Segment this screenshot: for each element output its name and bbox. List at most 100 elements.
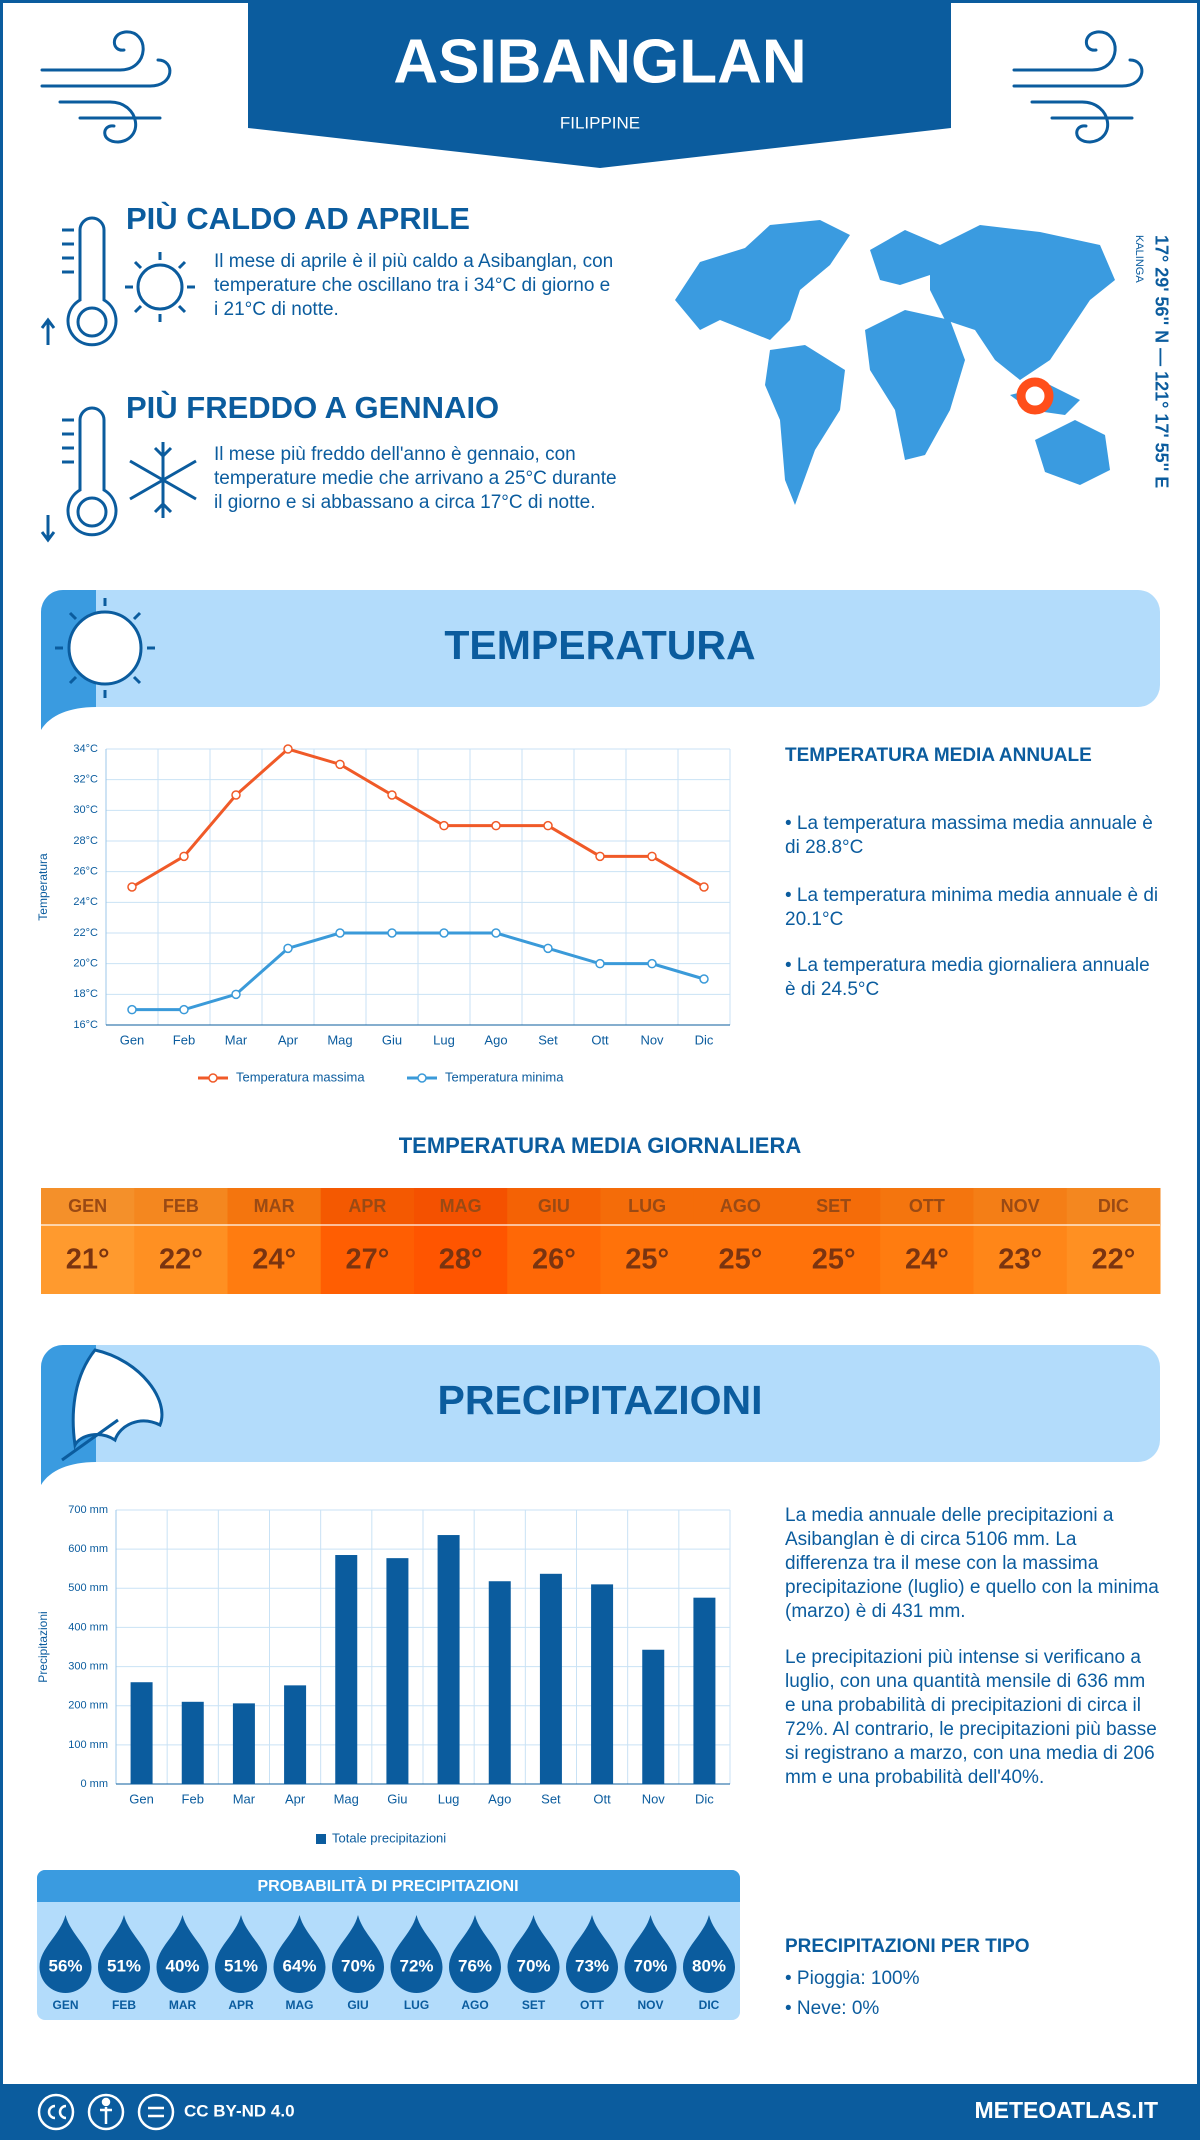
y-tick-label: 32°C: [73, 774, 98, 786]
drop-value: 51%: [224, 1956, 258, 1975]
table-month: NOV: [1001, 1196, 1040, 1216]
table-cell: [227, 1188, 322, 1294]
precipitation-banner: [41, 1345, 1160, 1462]
annual-title: TEMPERATURA MEDIA ANNUALE: [785, 745, 1092, 766]
x-tick-label: Ott: [593, 1791, 611, 1806]
point: [543, 943, 553, 954]
bar: [284, 1685, 307, 1784]
point: [387, 790, 397, 800]
annual-item: • La temperatura media giornaliera annua…: [785, 955, 1150, 1000]
table-cell: [880, 1188, 974, 1294]
table-value: 22°: [159, 1244, 203, 1276]
bar: [130, 1682, 153, 1784]
x-tick-label: Giu: [382, 1032, 402, 1047]
legend-label: Temperatura massima: [236, 1069, 365, 1084]
world-map: [675, 220, 1115, 505]
drop: [215, 1915, 267, 1993]
drop: [566, 1915, 618, 1993]
drop: [624, 1915, 677, 1993]
y-tick-label: 500 mm: [68, 1582, 108, 1594]
x-tick-label: Mag: [334, 1791, 359, 1806]
temperature-banner: [41, 590, 1160, 707]
table-month: GEN: [68, 1196, 107, 1216]
line-series: [132, 931, 705, 1012]
y-tick-label: 600 mm: [68, 1543, 108, 1555]
types-title: PRECIPITAZIONI PER TIPO: [785, 1936, 1030, 1957]
point: [491, 820, 501, 831]
x-tick-label: Apr: [278, 1032, 299, 1047]
table-header-shade: [507, 1188, 601, 1225]
x-tick-label: Mag: [327, 1032, 352, 1047]
section-title: TEMPERATURA: [444, 622, 755, 668]
y-tick-label: 24°C: [73, 896, 98, 908]
y-tick-label: 100 mm: [68, 1739, 108, 1751]
city-title: ASIBANGLAN: [393, 27, 806, 96]
legend-swatch: [316, 1834, 326, 1844]
drop: [98, 1915, 150, 1993]
thermometer-hot-icon: [40, 216, 195, 347]
drop-value: 72%: [399, 1956, 433, 1975]
type-item: • Pioggia: 100%: [785, 1968, 920, 1989]
y-tick-label: 300 mm: [68, 1660, 108, 1672]
table-header-shade: [693, 1188, 788, 1225]
x-tick-label: Dic: [695, 1032, 714, 1047]
x-tick-label: Set: [538, 1032, 558, 1047]
country: FILIPPINE: [560, 113, 640, 132]
y-tick-label: 30°C: [73, 804, 98, 816]
drop: [390, 1915, 443, 1993]
table-cell: [1066, 1188, 1161, 1294]
y-axis-label: Temperatura: [36, 853, 50, 921]
x-tick-label: Giu: [387, 1791, 407, 1806]
table-month: DIC: [1098, 1196, 1129, 1216]
table-cell: [414, 1188, 508, 1294]
y-axis-label: Precipitazioni: [36, 1611, 50, 1682]
table-value: 28°: [439, 1244, 483, 1276]
point: [231, 790, 241, 800]
y-tick-label: 20°C: [73, 958, 98, 970]
table-value: 26°: [532, 1244, 576, 1276]
table-cell: [507, 1188, 601, 1294]
drop-value: 64%: [282, 1956, 316, 1975]
x-tick-label: Lug: [438, 1791, 460, 1806]
drop-month: SET: [522, 1998, 546, 2012]
point: [387, 928, 397, 938]
drop-month: OTT: [580, 1998, 605, 2012]
bar: [335, 1555, 358, 1784]
point: [439, 820, 449, 831]
y-tick-label: 28°C: [73, 835, 98, 847]
bar: [232, 1703, 255, 1784]
table-header-shade: [134, 1188, 228, 1225]
drop-month: MAR: [169, 1998, 197, 2012]
table-cell: [787, 1188, 881, 1294]
point: [699, 974, 709, 984]
y-tick-label: 400 mm: [68, 1621, 108, 1633]
drop: [39, 1915, 92, 1993]
section-title: PRECIPITAZIONI: [438, 1377, 763, 1423]
x-tick-label: Gen: [129, 1791, 154, 1806]
x-tick-label: Ott: [591, 1032, 609, 1047]
table-value: 24°: [252, 1244, 296, 1276]
x-tick-label: Feb: [173, 1032, 195, 1047]
table-header-shade: [1066, 1188, 1161, 1225]
daily-title: TEMPERATURA MEDIA GIORNALIERA: [399, 1133, 802, 1158]
line-series: [131, 747, 705, 889]
point: [335, 928, 345, 938]
table-cell: [693, 1188, 788, 1294]
drop-value: 80%: [692, 1956, 726, 1975]
x-tick-label: Ago: [484, 1032, 507, 1047]
hot-title: PIÙ CALDO AD APRILE: [126, 201, 470, 236]
drop: [332, 1915, 384, 1993]
y-tick-label: 200 mm: [68, 1700, 108, 1712]
x-tick-label: Nov: [640, 1032, 664, 1047]
bar: [181, 1701, 204, 1784]
point: [543, 820, 553, 831]
table-month: SET: [816, 1196, 851, 1216]
table-cell: [973, 1188, 1068, 1294]
table-value: 24°: [905, 1244, 949, 1276]
annual-item: • La temperatura massima media annuale è…: [785, 813, 1153, 858]
point: [595, 851, 605, 862]
drop-month: MAG: [286, 1998, 314, 2012]
y-tick-label: 16°C: [73, 1019, 98, 1031]
drop: [507, 1915, 560, 1993]
